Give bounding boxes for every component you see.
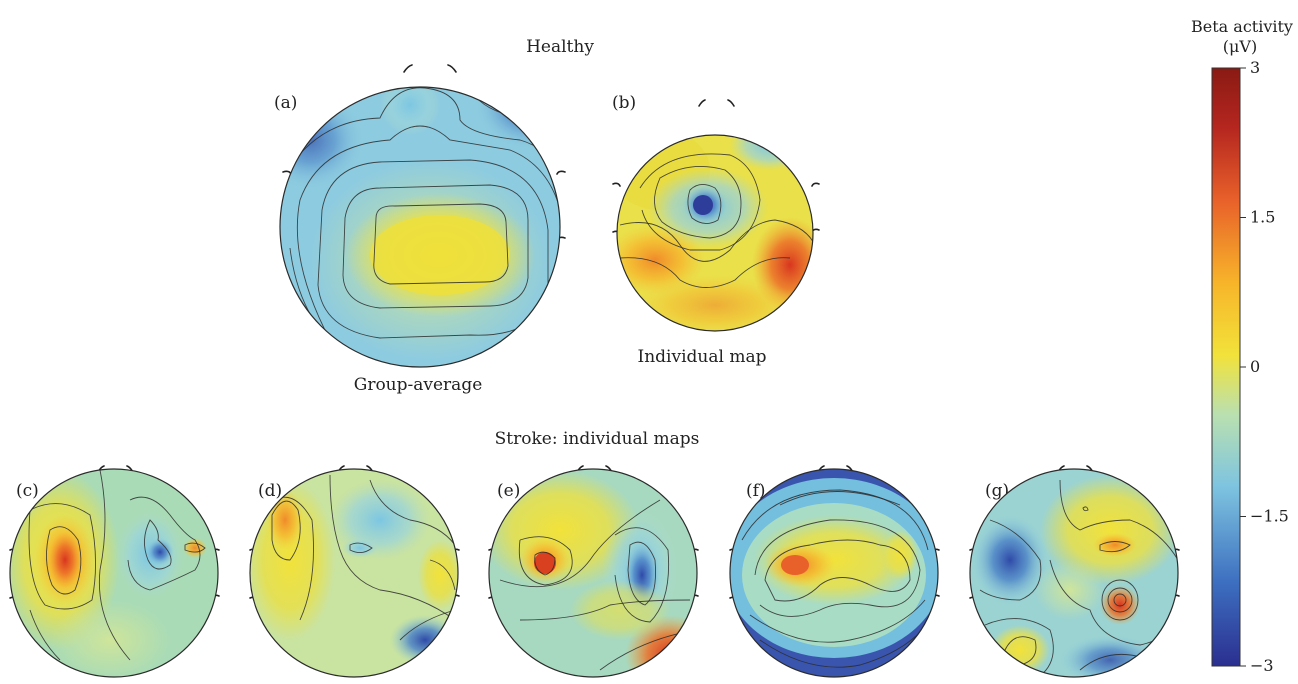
colorbar-tick-label: 3: [1250, 58, 1260, 77]
colorbar: Beta activity (μV) 3 1.5 0 −1.5 −3: [1191, 17, 1293, 675]
panel-label-a: (a): [274, 93, 297, 113]
panel-label-b: (b): [612, 93, 636, 113]
panel-label-d: (d): [258, 481, 282, 501]
stroke-title: Stroke: individual maps: [495, 429, 700, 449]
colorbar-tick-label: −1.5: [1250, 507, 1289, 526]
healthy-title: Healthy: [526, 37, 594, 57]
nose-marker: [403, 64, 457, 73]
panel-label-c: (c): [16, 481, 39, 501]
topomap-f: (f): [729, 465, 940, 678]
topomap-e: (e): [488, 465, 699, 678]
colorbar-ticks: 3 1.5 0 −1.5 −3: [1240, 58, 1289, 675]
topomap-c: (c): [9, 465, 220, 678]
caption-group-average: Group-average: [354, 375, 483, 395]
colorbar-gradient: [1211, 67, 1241, 667]
topomap-b: (b) Individual map: [612, 93, 820, 367]
topomap-a: (a) Group-average: [274, 64, 566, 395]
colorbar-tick-label: −3: [1250, 656, 1274, 675]
colorbar-tick-label: 0: [1250, 357, 1260, 376]
panel-label-e: (e): [497, 481, 520, 501]
topomap-g: (g): [969, 465, 1180, 678]
panel-label-f: (f): [746, 481, 766, 501]
caption-individual-map: Individual map: [638, 347, 767, 367]
topomap-d: (d): [249, 465, 460, 678]
nose-marker: [698, 99, 735, 107]
panel-label-g: (g): [985, 481, 1009, 501]
colorbar-title: Beta activity: [1191, 17, 1293, 36]
colorbar-unit: (μV): [1223, 37, 1257, 56]
colorbar-tick-label: 1.5: [1250, 208, 1275, 227]
